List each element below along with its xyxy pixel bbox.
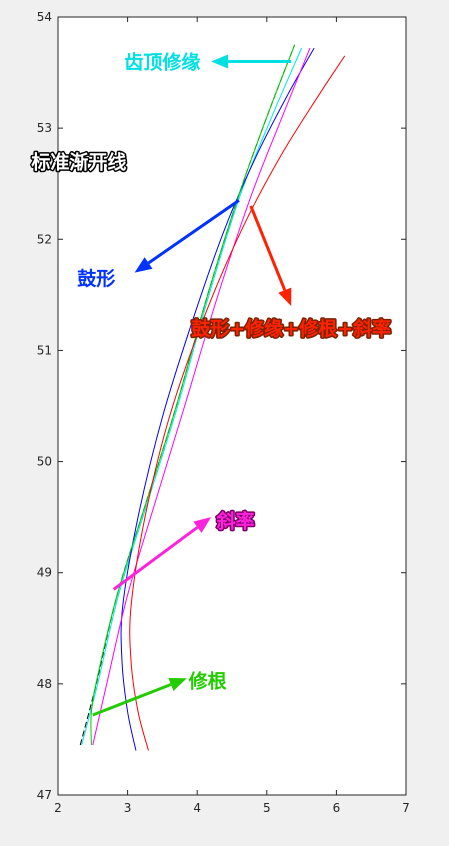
y-tick-label: 51: [37, 343, 52, 357]
annotation-arrow-standard: [168, 163, 236, 180]
annotation-label-root: 修根: [188, 670, 227, 693]
annotation-arrow-crown: [147, 199, 240, 265]
annotation-arrow-combined: [249, 205, 287, 291]
series-line-root: [90, 44, 296, 745]
y-tick-label: 49: [37, 566, 52, 580]
series-line-slope: [92, 47, 311, 746]
y-tick-label: 50: [37, 455, 52, 469]
y-tick-label: 54: [37, 10, 52, 24]
x-tick-label: 4: [193, 801, 201, 815]
x-tick-label: 5: [263, 801, 271, 815]
annotation-label-tip: 齿顶修缘: [124, 50, 200, 73]
annotation-arrowhead-crown: [134, 257, 153, 273]
series-line-combined: [129, 55, 346, 751]
x-tick-label: 2: [54, 801, 62, 815]
annotation-arrowhead-tip: [211, 54, 229, 69]
x-tick-label: 6: [333, 801, 341, 815]
annotation-label-standard: 标准渐开线: [31, 150, 126, 173]
annotation-label-crown: 鼓形: [77, 267, 115, 290]
y-tick-label: 52: [37, 232, 52, 246]
y-tick-label: 53: [37, 121, 52, 135]
series-line-tip: [81, 47, 303, 746]
annotation-arrow-slope: [112, 526, 199, 591]
y-tick-label: 47: [37, 788, 52, 802]
annotation-arrowhead-slope: [193, 517, 212, 533]
annotation-arrow-root: [92, 683, 172, 717]
annotation-arrowhead-standard: [152, 157, 170, 172]
axes-box: [57, 16, 407, 796]
annotation-arrowhead-root: [168, 678, 187, 691]
y-tick-label: 48: [37, 677, 52, 691]
series-line-crown: [120, 47, 315, 751]
annotation-label-combined: 鼓形+修缘+修根+斜率: [191, 317, 391, 340]
x-tick-label: 3: [124, 801, 132, 815]
annotation-arrowhead-combined: [278, 287, 292, 306]
x-tick-label: 7: [402, 801, 410, 815]
annotation-label-slope: 斜率: [215, 509, 254, 532]
plot-area: [58, 17, 406, 795]
